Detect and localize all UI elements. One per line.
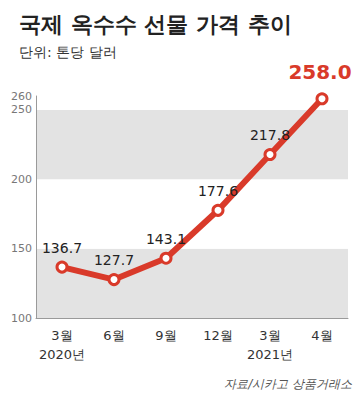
svg-text:150: 150 <box>11 242 32 255</box>
svg-text:2020년: 2020년 <box>39 347 85 362</box>
svg-text:3월: 3월 <box>51 328 72 343</box>
svg-text:250: 250 <box>11 103 32 116</box>
svg-text:9월: 9월 <box>155 328 176 343</box>
svg-text:177.6: 177.6 <box>198 183 238 199</box>
svg-text:2021년: 2021년 <box>247 347 293 362</box>
svg-text:3월: 3월 <box>259 328 280 343</box>
svg-text:100: 100 <box>11 312 32 325</box>
svg-text:자료/시카고 상품거래소: 자료/시카고 상품거래소 <box>224 377 353 391</box>
svg-text:260: 260 <box>11 90 32 103</box>
svg-text:258.0: 258.0 <box>288 60 351 84</box>
svg-text:127.7: 127.7 <box>94 252 134 268</box>
svg-text:4월: 4월 <box>311 328 332 343</box>
svg-text:200: 200 <box>11 173 32 186</box>
svg-text:12월: 12월 <box>203 328 233 343</box>
svg-text:국제 옥수수 선물 가격 추이: 국제 옥수수 선물 가격 추이 <box>19 12 292 37</box>
svg-text:136.7: 136.7 <box>42 240 82 256</box>
svg-text:217.8: 217.8 <box>250 127 290 143</box>
svg-text:143.1: 143.1 <box>146 231 186 247</box>
svg-text:6월: 6월 <box>103 328 124 343</box>
svg-text:단위: 톤당 달러: 단위: 톤당 달러 <box>19 44 117 60</box>
